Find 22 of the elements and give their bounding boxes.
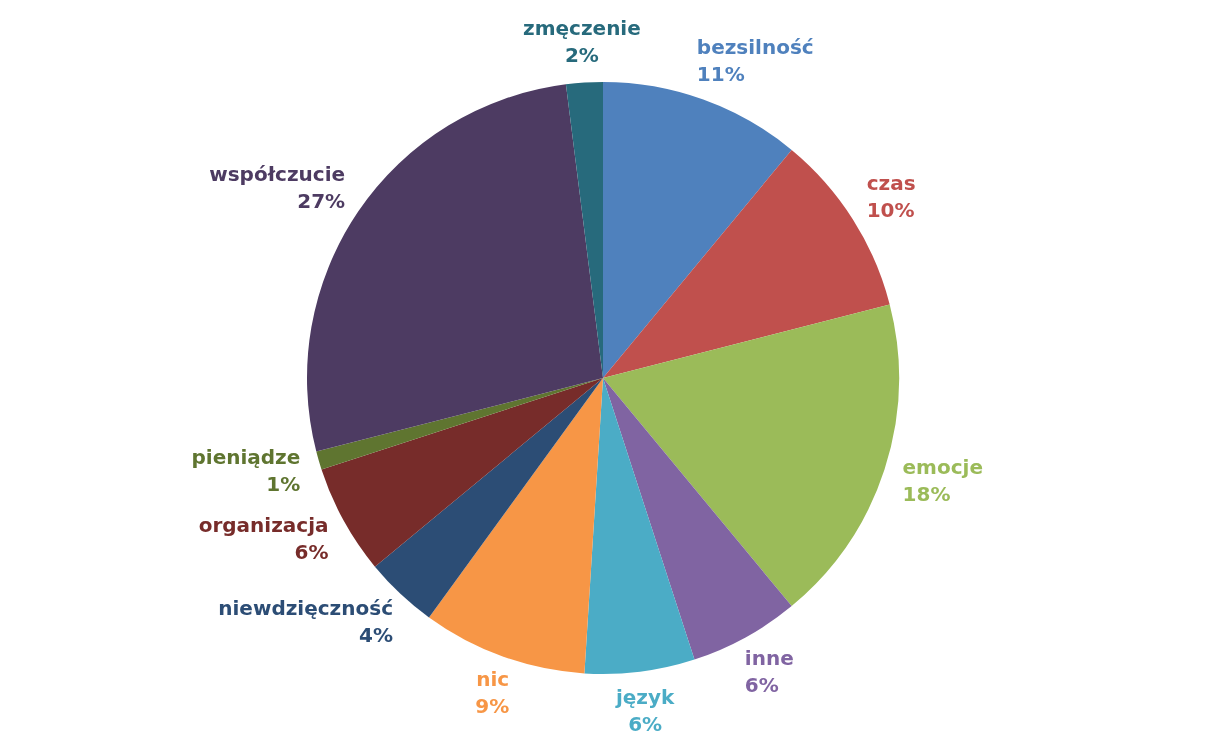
- slice-label: pieniądze: [191, 444, 301, 469]
- data-label: 4%: [359, 623, 393, 648]
- slice-label: zmęczenie: [523, 15, 641, 40]
- data-label: 6%: [744, 672, 779, 697]
- data-label: 9%: [475, 694, 510, 719]
- slice-label: niewdzięczność: [218, 596, 394, 621]
- data-label: 27%: [297, 189, 346, 214]
- data-label: 18%: [902, 482, 951, 507]
- data-label: 1%: [266, 471, 301, 496]
- slice-label: emocje: [902, 455, 983, 480]
- slice-label: język: [614, 684, 676, 709]
- slice-label: współczucie: [209, 162, 346, 187]
- slice-label: bezsilność: [696, 35, 814, 60]
- data-label: 6%: [628, 711, 663, 736]
- slice-label: czas: [866, 171, 916, 196]
- slice-label: nic: [476, 667, 510, 692]
- data-label: 6%: [294, 540, 329, 565]
- slice-label: organizacja: [198, 513, 329, 538]
- data-label: 11%: [696, 62, 745, 87]
- data-label: 2%: [564, 42, 599, 67]
- slice-label: inne: [744, 645, 794, 670]
- data-label: 10%: [866, 198, 915, 223]
